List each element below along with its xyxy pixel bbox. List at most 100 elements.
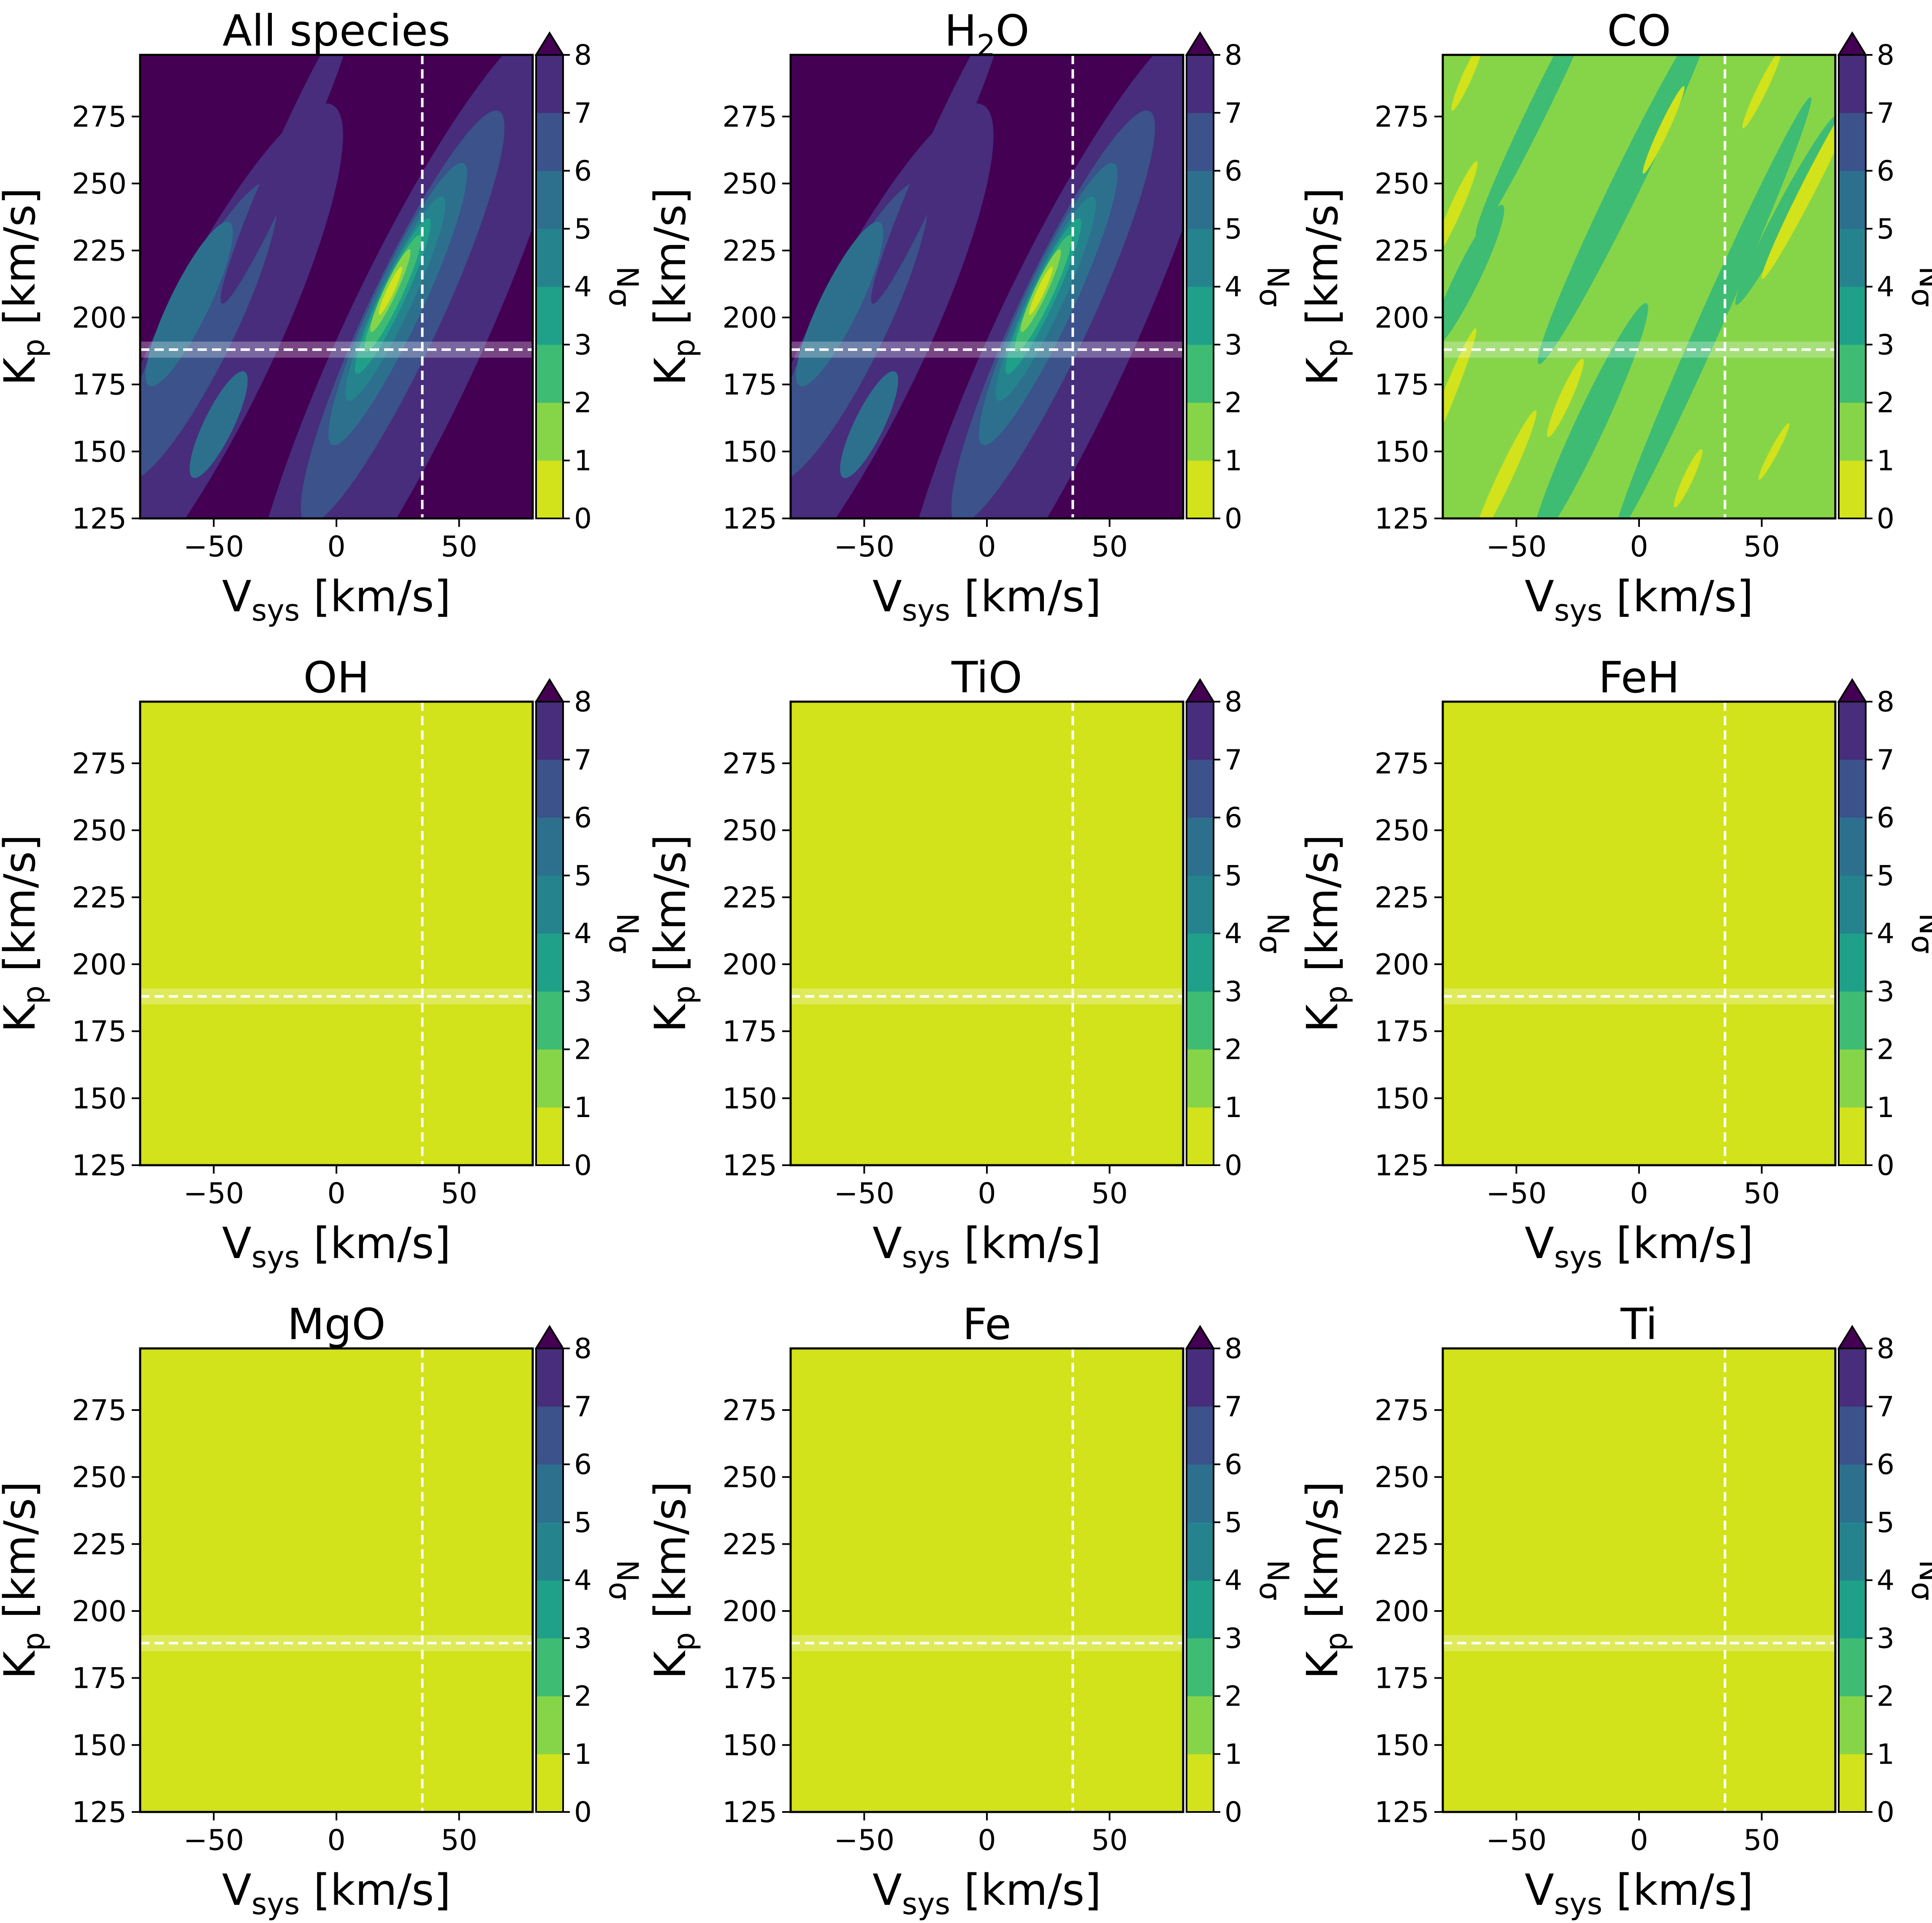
colorbar-tick-label: 1 [574,1091,592,1124]
colorbar-tick-label: 1 [574,445,592,477]
y-tick-label: 225 [72,881,127,914]
colorbar-extend-arrow [1185,31,1215,56]
colorbar-extend-arrow [534,1325,565,1349]
x-tick-label: 0 [327,1824,345,1857]
colorbar-label: Nσ [602,1560,645,1601]
y-tick-label: 150 [1374,1082,1429,1115]
colorbar-tick-label: 7 [1225,97,1242,129]
colorbar-segment-1 [1839,1696,1866,1755]
y-axis-label: Kp [km/s] [1298,834,1354,1032]
y-tick-label: 250 [1374,814,1429,848]
colorbar-segment-1 [1187,1696,1214,1755]
colorbar-segment-0 [1187,460,1214,519]
colorbar-tick-label: 5 [1877,213,1894,245]
colorbar-tick-label: 7 [574,743,592,776]
colorbar-tick-label: 2 [1225,387,1242,419]
y-tick-label: 225 [72,234,127,268]
colorbar-tick-label: 1 [574,1738,592,1771]
heatmap [1443,702,1835,1165]
x-tick-label: 50 [1091,530,1128,564]
colorbar-tick-label: 7 [1877,743,1894,776]
y-tick-label: 250 [1374,168,1429,201]
y-tick-label: 225 [1374,1528,1429,1561]
colorbar-tick-label: 4 [574,1564,592,1597]
contour-level-0 [1471,410,1537,518]
x-tick-label: −50 [184,1824,244,1857]
colorbar-segment-5 [1187,1464,1214,1523]
colorbar-segment-4 [1187,228,1214,287]
colorbar-tick-label: 6 [1225,802,1242,834]
x-tick-label: 0 [1630,1824,1648,1857]
y-tick-label: 175 [1374,1015,1429,1049]
panel-title: MgO [287,1299,385,1350]
y-axis-label: Kp [km/s] [0,834,51,1032]
colorbar-tick-label: 8 [1877,1332,1894,1365]
colorbar-segment-7 [1187,55,1214,113]
colorbar-label: Nσ [1905,1560,1932,1601]
colorbar-tick-label: 6 [1877,155,1894,187]
y-tick-label: 200 [722,948,777,982]
y-tick-label: 275 [1374,747,1429,781]
y-axis-label: Kp [km/s] [0,187,51,385]
colorbar-tick-label: 0 [1877,1796,1894,1828]
colorbar: 0 1 2 3 4 5 6 7 8 Nσ [1837,1325,1932,1828]
x-axis-label: Vsys [km/s] [222,572,451,628]
y-axis-label: Kp [km/s] [645,187,702,385]
colorbar-extend-arrow [1837,678,1867,702]
colorbar-segment-3 [1187,1580,1214,1638]
y-tick-label: 150 [1374,435,1429,469]
colorbar-segment-2 [1187,991,1214,1050]
colorbar-segment-2 [536,344,563,403]
y-tick-label: 175 [72,369,127,402]
y-tick-label: 125 [722,502,777,536]
contour-level-0 [1547,358,1584,437]
heatmap [140,55,533,518]
colorbar-tick-label: 4 [1877,271,1894,303]
colorbar-tick-label: 6 [1877,1448,1894,1481]
colorbar-segment-7 [536,1348,563,1407]
colorbar-segment-6 [1839,759,1866,818]
colorbar-tick-label: 3 [574,975,592,1008]
contour-level-0 [1674,449,1703,507]
colorbar-segment-2 [536,991,563,1050]
y-tick-label: 150 [722,1082,777,1115]
panel-title: CO [1607,6,1671,56]
colorbar-tick-label: 8 [1877,39,1894,71]
colorbar-tick-label: 3 [1225,975,1242,1008]
contour-level-2 [1531,303,1648,518]
colorbar-segment-3 [1839,1580,1866,1638]
y-tick-label: 275 [1374,1394,1429,1427]
colorbar-segment-1 [1187,402,1214,461]
contour-level-2 [1614,97,1812,518]
contour-level-0 [1742,55,1781,128]
colorbar-segment-2 [1187,1638,1214,1696]
colorbar: 0 1 2 3 4 5 6 7 8 Nσ [1837,678,1932,1182]
colorbar-tick-label: 8 [1225,1332,1242,1365]
x-tick-label: 50 [1091,1824,1128,1857]
colorbar-tick-label: 3 [1877,1622,1894,1654]
heatmap-background [791,702,1183,1165]
colorbar-segment-7 [1187,702,1214,760]
colorbar-extend-arrow [1837,1325,1867,1349]
y-tick-label: 200 [72,948,127,982]
colorbar-segment-5 [1839,817,1866,876]
colorbar-label: Nσ [602,266,645,307]
colorbar-segment-0 [536,1107,563,1166]
colorbar-tick-label: 1 [1877,1738,1894,1771]
colorbar-extend-arrow [1837,31,1867,56]
colorbar: 0 1 2 3 4 5 6 7 8 Nσ [1185,1325,1295,1828]
colorbar-tick-label: 5 [574,860,592,892]
colorbar-tick-label: 4 [574,271,592,303]
colorbar-segment-2 [536,1638,563,1696]
colorbar-segment-7 [1839,55,1866,113]
colorbar-tick-label: 5 [1225,1506,1242,1539]
y-tick-label: 175 [1374,1662,1429,1695]
colorbar-tick-label: 4 [1877,917,1894,950]
colorbar-tick-label: 5 [1877,860,1894,892]
y-tick-label: 125 [72,1796,127,1829]
